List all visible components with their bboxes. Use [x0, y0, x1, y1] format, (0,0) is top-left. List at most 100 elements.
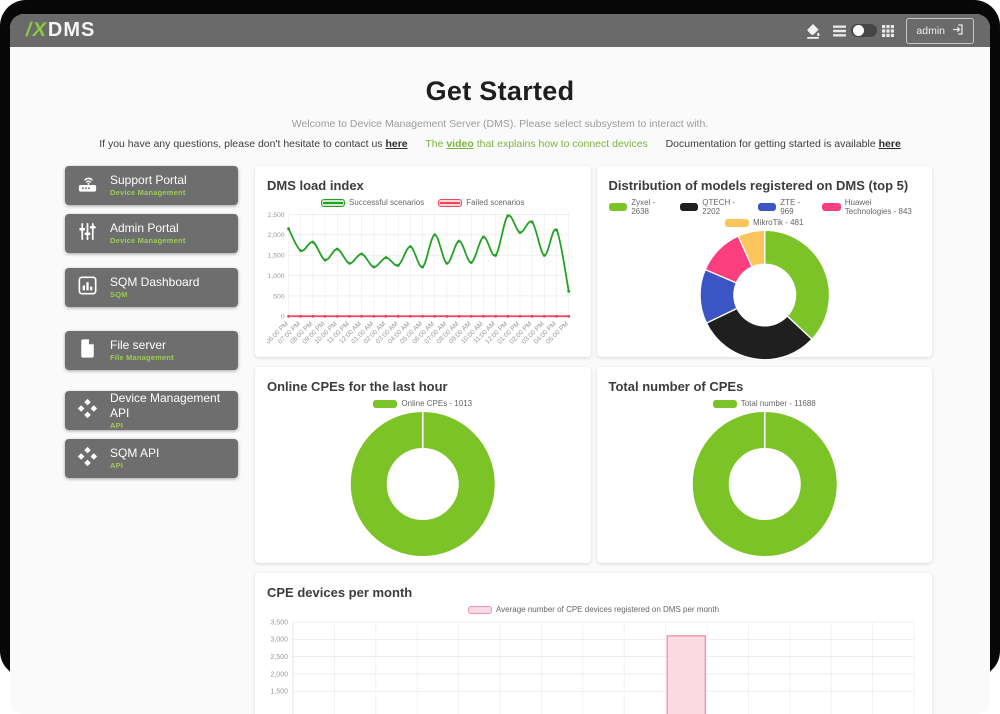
- sidebar-item-sublabel: API: [110, 461, 159, 470]
- api-icon: [76, 445, 99, 473]
- logo-ax: /X: [24, 19, 49, 42]
- fill-color-icon[interactable]: [805, 23, 821, 39]
- models-legend: Zyxel - 2638 QTECH - 2202 ZTE - 969 Huawei …: [609, 198, 921, 227]
- card-title: Total number of CPEs: [609, 379, 921, 394]
- legend-swatch: [321, 199, 345, 207]
- svg-text:2,000: 2,000: [267, 232, 284, 239]
- legend-label: MikroTik - 481: [753, 218, 803, 227]
- legend-swatch: [680, 203, 699, 211]
- legend-item[interactable]: Online CPEs - 1013: [373, 399, 472, 408]
- admin-label: admin: [916, 25, 945, 37]
- svg-text:500: 500: [273, 293, 285, 300]
- legend-label: Online CPEs - 1013: [401, 399, 472, 408]
- legend-label: Zyxel - 2638: [631, 198, 665, 216]
- legend-swatch: [609, 203, 628, 211]
- svg-text:2,000: 2,000: [270, 671, 288, 678]
- grid-view-icon[interactable]: [882, 25, 894, 37]
- legend-label: Total number - 11688: [741, 399, 816, 408]
- admin-menu-button[interactable]: admin: [906, 18, 974, 44]
- page-title: Get Started: [10, 76, 990, 107]
- video-post: that explains how to connect devices: [477, 138, 648, 150]
- sliders-icon: [76, 220, 99, 248]
- legend-swatch: [725, 219, 749, 227]
- page-subtitle: Welcome to Device Management Server (DMS…: [10, 118, 990, 130]
- legend-swatch: [373, 400, 397, 408]
- router-icon: [76, 172, 99, 200]
- legend-label: ZTE - 969: [780, 198, 808, 216]
- legend-item[interactable]: QTECH - 2202: [680, 198, 744, 216]
- sidebar-item-file-server[interactable]: File server File Management: [65, 331, 238, 370]
- legend-item[interactable]: MikroTik - 481: [725, 218, 803, 227]
- sidebar-item-sublabel: SQM: [110, 290, 199, 299]
- card-title: Online CPEs for the last hour: [267, 379, 579, 394]
- app-logo[interactable]: /X DMS: [26, 19, 95, 42]
- card-title: DMS load index: [267, 178, 579, 193]
- app-header: /X DMS: [10, 14, 990, 47]
- dashboard-cards: DMS load index Successful scenarios Faile…: [255, 166, 932, 714]
- legend-item[interactable]: Failed scenarios: [438, 198, 524, 207]
- video-pre: The: [425, 138, 443, 150]
- app-screen: /X DMS: [10, 14, 990, 714]
- card-online-cpes: Online CPEs for the last hour Online CPE…: [255, 367, 591, 563]
- svg-text:1,500: 1,500: [270, 689, 288, 696]
- online-cpes-legend: Online CPEs - 1013: [267, 399, 579, 408]
- video-sentence: The video that explains how to connect d…: [425, 138, 650, 150]
- contact-text: If you have any questions, please don't …: [99, 138, 382, 150]
- sidebar-item-sublabel: Device Management: [110, 188, 187, 197]
- toggle-knob: [853, 25, 864, 36]
- legend-label: Successful scenarios: [349, 198, 424, 207]
- sidebar-item-sublabel: File Management: [110, 353, 174, 362]
- card-title: Distribution of models registered on DMS…: [609, 178, 921, 193]
- docs-here-link[interactable]: here: [879, 138, 901, 150]
- contact-line: If you have any questions, please don't …: [10, 138, 990, 150]
- svg-text:1,500: 1,500: [267, 253, 284, 260]
- sidebar-item-label: SQM API: [110, 446, 159, 461]
- svg-text:2,500: 2,500: [270, 654, 288, 661]
- header-actions: admin: [805, 18, 974, 44]
- cpe-per-month-legend: Average number of CPE devices registered…: [267, 605, 920, 614]
- sidebar-item-sublabel: API: [110, 421, 227, 430]
- svg-text:3,500: 3,500: [270, 619, 288, 626]
- legend-row: Online CPEs - 1013: [373, 399, 472, 408]
- legend-label: Huawei Technologies - 843: [845, 198, 920, 216]
- legend-item[interactable]: Huawei Technologies - 843: [822, 198, 920, 216]
- total-cpes-donut-chart: [609, 408, 921, 560]
- legend-swatch: [758, 203, 777, 211]
- sidebar-item-sqm-dashboard[interactable]: SQM Dashboard SQM: [65, 268, 238, 307]
- legend-item[interactable]: ZTE - 969: [758, 198, 808, 216]
- card-cpe-per-month: CPE devices per month Average number of …: [255, 573, 932, 714]
- legend-row: Successful scenarios Failed scenarios: [321, 198, 524, 207]
- video-link[interactable]: video: [446, 138, 473, 150]
- sidebar-item-admin-portal[interactable]: Admin Portal Device Management: [65, 214, 238, 253]
- legend-item[interactable]: Total number - 11688: [713, 399, 816, 408]
- legend-item[interactable]: Successful scenarios: [321, 198, 424, 207]
- legend-label: Failed scenarios: [466, 198, 524, 207]
- legend-swatch: [713, 400, 737, 408]
- legend-item[interactable]: Zyxel - 2638: [609, 198, 666, 216]
- file-icon: [76, 337, 99, 365]
- contact-here-link[interactable]: here: [385, 138, 407, 150]
- view-toggle-switch[interactable]: [851, 24, 877, 37]
- legend-item[interactable]: Average number of CPE devices registered…: [468, 605, 719, 614]
- card-dms-load-index: DMS load index Successful scenarios Faile…: [255, 166, 591, 357]
- sidebar: Support Portal Device Management Admin P…: [65, 166, 238, 478]
- sidebar-item-support-portal[interactable]: Support Portal Device Management: [65, 166, 238, 205]
- online-cpes-donut-chart: [267, 408, 579, 560]
- list-view-icon[interactable]: [833, 25, 846, 37]
- api-icon: [76, 397, 99, 425]
- sidebar-item-device-management-api[interactable]: Device Management API API: [65, 391, 238, 430]
- sidebar-item-sqm-api[interactable]: SQM API API: [65, 439, 238, 478]
- total-cpes-legend: Total number - 11688: [609, 399, 921, 408]
- sidebar-item-label: Admin Portal: [110, 221, 186, 236]
- legend-row: Zyxel - 2638 QTECH - 2202 ZTE - 969 Huawei …: [609, 198, 921, 216]
- svg-text:3,000: 3,000: [270, 637, 288, 644]
- card-total-cpes: Total number of CPEs Total number - 1168…: [597, 367, 933, 563]
- sidebar-item-sublabel: Device Management: [110, 236, 186, 245]
- legend-row: MikroTik - 481: [725, 218, 803, 227]
- sidebar-item-label: Device Management API: [110, 391, 227, 421]
- models-donut-chart: [609, 227, 921, 363]
- sidebar-item-label: SQM Dashboard: [110, 275, 199, 290]
- svg-text:0: 0: [281, 314, 285, 321]
- logo-dms: DMS: [48, 19, 95, 42]
